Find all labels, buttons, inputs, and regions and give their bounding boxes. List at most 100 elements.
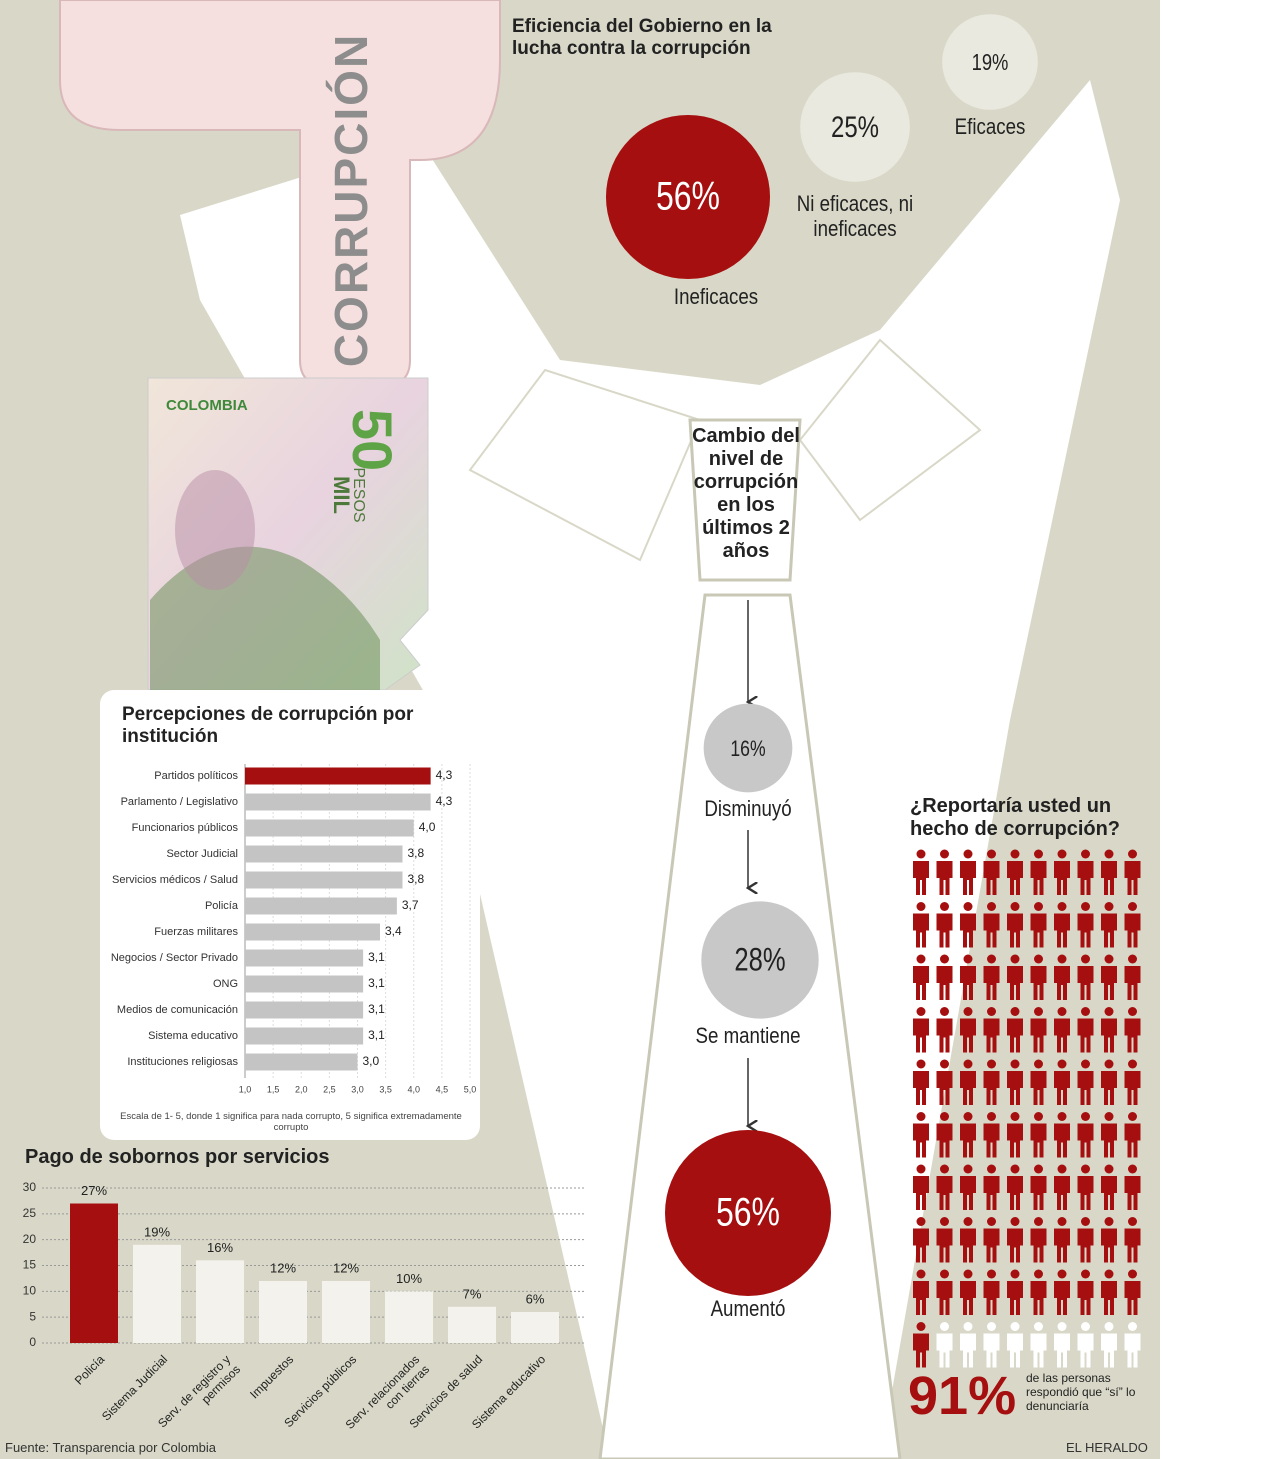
person-icon [983,1164,1000,1210]
person-icon [960,849,976,895]
icon-body [1101,1228,1117,1263]
icon-body [1054,1018,1070,1053]
person-icon [936,1112,953,1158]
icon-body [1124,1176,1141,1210]
value-label: 16% [207,1240,233,1255]
person-icon [1030,1164,1047,1210]
person-icon [1077,1007,1094,1053]
icon-body [936,966,953,1000]
icon-head [916,1322,926,1331]
person-icon [983,902,1000,948]
icon-body [1077,861,1094,895]
person-icon [1101,954,1117,1000]
icon-head [1057,1269,1067,1279]
chart-title: Cambio del nivel de corrupción en los úl… [692,425,800,562]
icon-body [1030,1071,1047,1105]
person-icon [1007,1322,1023,1368]
person-icon [1054,1059,1070,1105]
icon-body [1030,861,1047,895]
person-icon [1077,1269,1094,1315]
person-icon [1101,1112,1117,1158]
value-label: 27% [81,1183,107,1198]
person-icon [960,1217,976,1263]
person-icon [1101,849,1117,895]
icon-head [1081,1112,1090,1121]
person-icon [913,902,929,948]
bar [245,1027,364,1045]
chart-title: ¿Reportaría usted un hecho de corrupción… [910,795,1121,840]
icon-head [940,902,949,911]
person-icon [1124,849,1141,895]
icon-body [1030,1123,1047,1158]
icon-head [940,1112,949,1121]
y-tick-label: 10 [23,1284,37,1298]
icon-head [916,902,926,911]
category-label: Ni eficaces, ni ineficaces [796,191,914,242]
person-icon [1007,902,1023,948]
icon-head [1128,954,1137,964]
y-tick-label: Sistema educativo [148,1030,238,1042]
person-icon [1030,1007,1047,1053]
icon-head [1104,1322,1114,1331]
icon-head [940,1217,949,1226]
icon-head [940,1059,949,1069]
value-label: 4,0 [419,820,436,834]
person-icon [960,1269,976,1315]
credit: EL HERALDO [1066,1440,1148,1455]
person-icon [936,1007,953,1053]
bar [196,1260,244,1343]
icon-head [916,1217,926,1226]
icon-body [1007,1071,1023,1105]
icon-head [963,1269,973,1279]
tie-knot [688,418,802,582]
bar [245,845,403,863]
value-label: 7% [463,1286,482,1301]
icon-body [983,1333,1000,1368]
person-icon [983,849,1000,895]
icon-body [1077,913,1094,948]
bar [322,1281,370,1343]
icon-body [1077,1176,1094,1210]
y-tick-label: Servicios médicos / Salud [112,874,238,886]
person-icon [1007,954,1023,1000]
bar [245,975,364,993]
icon-body [1077,1333,1094,1368]
icon-head [963,1322,973,1331]
person-icon [1030,902,1047,948]
icon-body [1124,913,1141,948]
icon-body [960,1071,976,1105]
value-label: 19% [144,1224,170,1239]
icon-body [1124,1333,1141,1368]
icon-head [1034,1007,1043,1016]
icon-body [1101,861,1117,895]
icon-head [1104,849,1114,859]
person-icon [1030,1322,1047,1368]
person-icon [913,1217,929,1263]
person-icon [1054,902,1070,948]
icon-head [1128,1059,1137,1069]
person-icon [983,1059,1000,1105]
person-icon [1124,902,1141,948]
icon-body [1077,1071,1094,1105]
person-icon [960,1322,976,1368]
icon-body [1054,1281,1070,1315]
category-label: Ineficaces [673,284,759,309]
icon-head [1057,1164,1067,1174]
person-icon [936,954,953,1000]
person-icon [960,1059,976,1105]
icon-body [936,1333,953,1368]
icon-head [916,849,926,859]
person-icon [960,954,976,1000]
person-icon [1101,1217,1117,1263]
icon-body [1054,966,1070,1000]
icon-head [1010,1007,1020,1016]
icon-head [987,954,996,964]
category-label: Eficaces [954,114,1026,139]
icon-body [1007,1333,1023,1368]
icon-body [936,861,953,895]
bar [245,923,380,941]
icon-head [1057,902,1067,911]
y-tick-label: Sector Judicial [166,848,238,860]
person-icon [983,1217,1000,1263]
